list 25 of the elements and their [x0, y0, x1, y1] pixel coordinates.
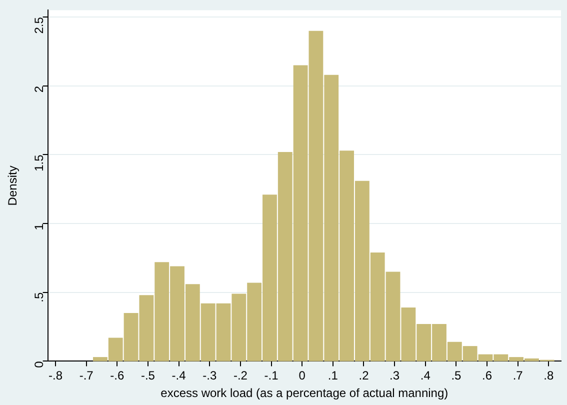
x-tick-label: -.3	[202, 368, 217, 383]
x-tick-label: .7	[512, 368, 524, 383]
x-tick-label: 0	[298, 368, 306, 383]
y-tick-label: 2.5	[32, 16, 46, 34]
x-tick-label: .2	[358, 368, 370, 383]
x-tick-label: -.4	[172, 368, 186, 383]
x-tick-label: -.5	[140, 368, 156, 383]
y-tick-label: 0	[32, 360, 46, 368]
x-tick-label: .6	[482, 368, 492, 383]
y-tick-label: 2	[32, 86, 46, 93]
y-tick-label: 1.5	[32, 154, 46, 172]
y-tick-label: 1	[32, 223, 46, 230]
y-tick-label: .5	[32, 292, 46, 302]
x-tick-label: -.1	[264, 368, 279, 383]
y-axis-title: Density	[6, 166, 20, 206]
x-tick-label: .1	[328, 368, 338, 383]
x-tick-label: -.6	[110, 368, 124, 383]
x-tick-label: .5	[451, 368, 462, 383]
x-tick-label: .4	[420, 368, 431, 383]
x-tick-label: .8	[544, 368, 554, 383]
x-tick-label: -.7	[79, 368, 94, 383]
x-axis-title: excess work load (as a percentage of actual manning)	[160, 386, 448, 400]
x-tick-label: -.2	[233, 368, 248, 383]
x-tick-label: .3	[390, 368, 400, 383]
x-tick-label: -.8	[48, 368, 63, 383]
